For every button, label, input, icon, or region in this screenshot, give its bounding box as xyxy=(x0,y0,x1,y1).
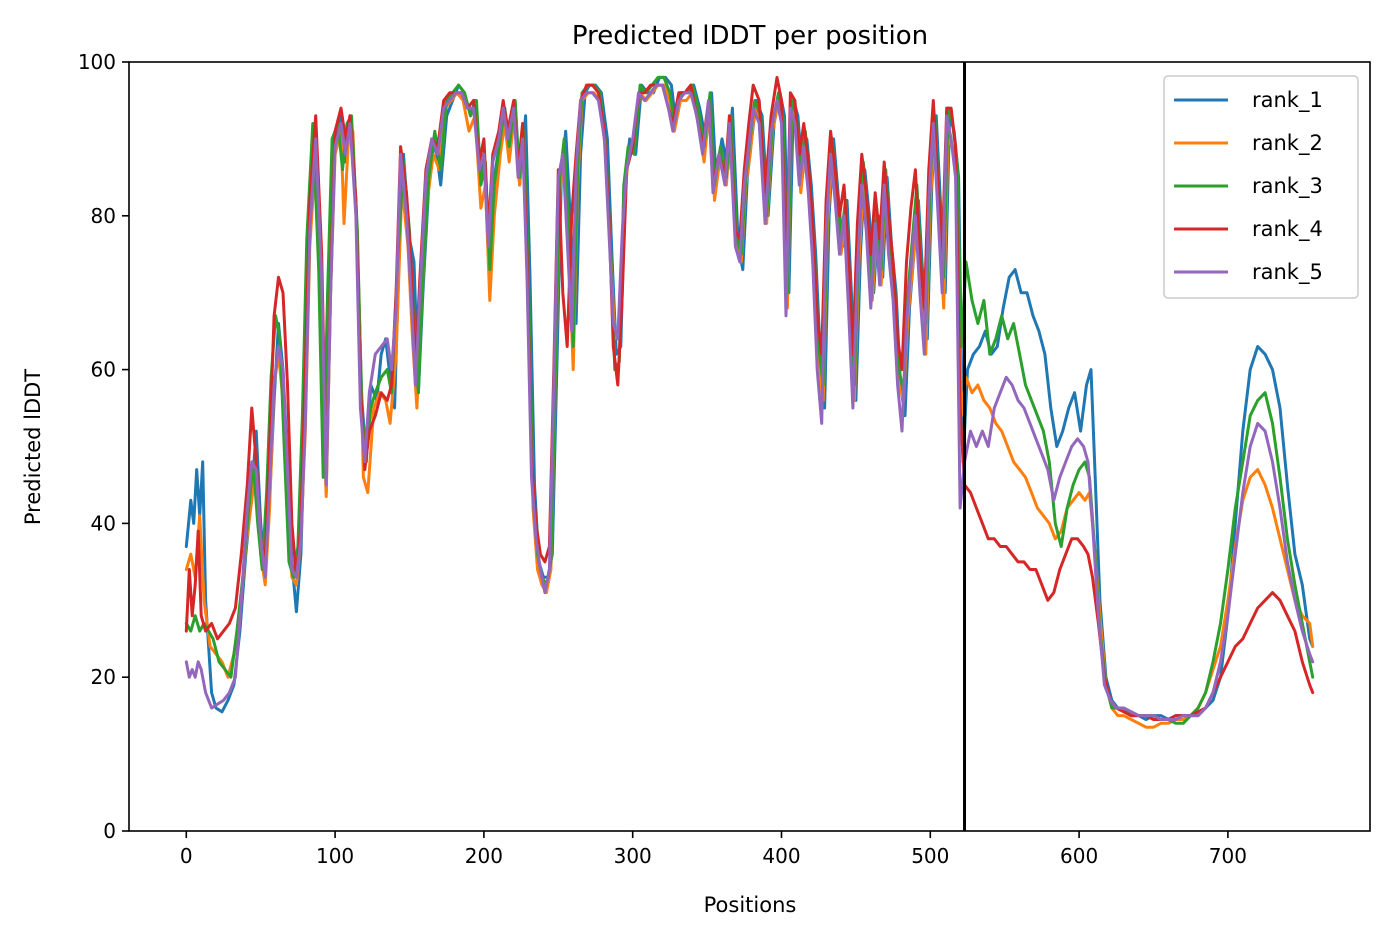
legend-label-rank-1: rank_1 xyxy=(1252,88,1323,113)
y-axis-label: Predicted lDDT xyxy=(21,369,45,525)
x-axis-label: Positions xyxy=(704,893,797,917)
x-tick-label: 600 xyxy=(1060,844,1098,868)
x-tick-label: 0 xyxy=(180,844,193,868)
chart-title: Predicted lDDT per position xyxy=(572,21,928,51)
legend-label-rank-5: rank_5 xyxy=(1252,260,1323,285)
y-tick-label: 100 xyxy=(78,50,116,74)
legend-label-rank-2: rank_2 xyxy=(1252,131,1323,156)
y-tick-label: 80 xyxy=(91,204,116,228)
legend: rank_1 rank_2 rank_3 rank_4 rank_5 xyxy=(1163,75,1359,299)
y-axis: 0 20 40 60 80 100 xyxy=(78,50,129,843)
series-layer xyxy=(184,75,1315,729)
y-tick-label: 60 xyxy=(91,358,116,382)
legend-items: rank_1 rank_2 rank_3 rank_4 rank_5 xyxy=(1174,88,1323,285)
legend-label-rank-4: rank_4 xyxy=(1252,217,1323,242)
series-line-rank-5 xyxy=(184,83,1315,721)
y-tick-label: 20 xyxy=(91,665,116,689)
x-tick-label: 100 xyxy=(316,844,354,868)
series-line-rank-4 xyxy=(184,75,1315,721)
x-axis: 0 100 200 300 400 500 600 700 xyxy=(180,831,1247,868)
y-tick-label: 0 xyxy=(103,819,116,843)
x-tick-label: 200 xyxy=(465,844,503,868)
plot-area-frame xyxy=(128,61,1371,832)
x-tick-label: 700 xyxy=(1209,844,1247,868)
x-tick-label: 500 xyxy=(911,844,949,868)
legend-label-rank-3: rank_3 xyxy=(1252,174,1323,199)
legend-box xyxy=(1163,75,1359,299)
x-tick-label: 400 xyxy=(762,844,800,868)
x-tick-label: 300 xyxy=(614,844,652,868)
y-tick-label: 40 xyxy=(91,511,116,535)
